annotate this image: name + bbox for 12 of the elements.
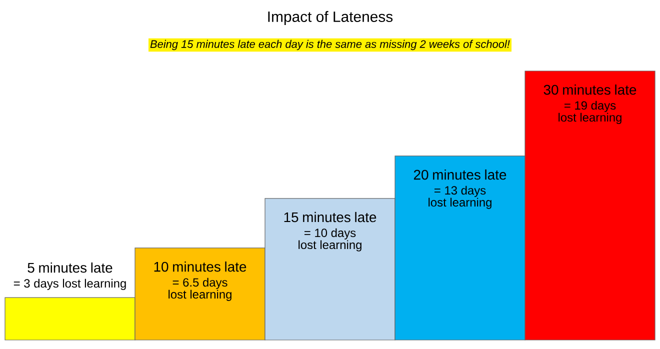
chart-subtitle: Being 15 minutes late each day is the same as missing 2 weeks of school!	[150, 40, 510, 50]
data-label: = 3 days lost learning	[14, 278, 126, 290]
data-label: = 6.5 days lost learning	[168, 278, 232, 301]
x-tick-label: 20 minutes late	[414, 169, 506, 180]
x-tick-label: 10 minutes late	[154, 261, 246, 272]
data-label: = 10 days lost learning	[298, 228, 362, 252]
x-tick-label: 30 minutes late	[544, 84, 636, 95]
x-tick-label: 15 minutes late	[284, 212, 376, 222]
data-label: = 13 days lost learning	[428, 186, 492, 209]
data-label: = 19 days lost learning	[558, 100, 622, 124]
x-tick-label: 5 minutes late	[28, 262, 112, 273]
chart-title: Impact of Lateness	[268, 11, 393, 25]
